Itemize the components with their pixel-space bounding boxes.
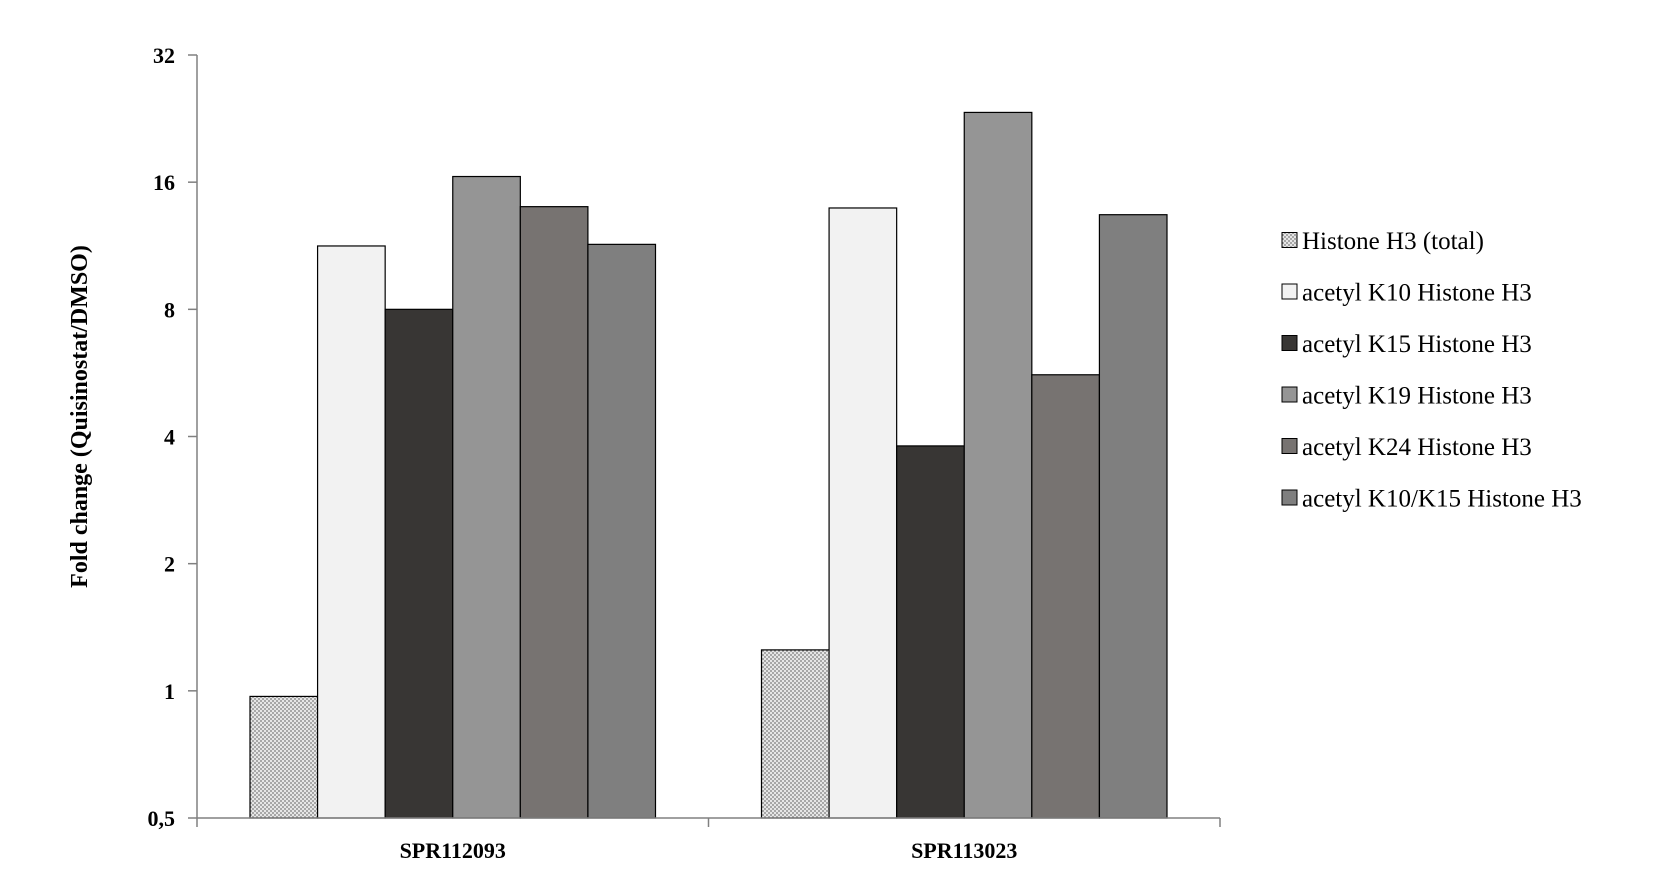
- y-tick-label: 2: [164, 552, 175, 577]
- legend-label: acetyl K24 Histone H3: [1302, 434, 1532, 461]
- axes-layer: [188, 54, 1221, 827]
- bar: [1098, 214, 1168, 819]
- legend-swatch: [1281, 232, 1298, 248]
- bar: [587, 243, 657, 819]
- bar: [452, 175, 521, 819]
- bar: [519, 206, 589, 819]
- legend: Histone H3 (total) acetyl K10 Histone H3 a…: [1281, 228, 1582, 513]
- bar: [963, 111, 1033, 819]
- y-tick-label: 1: [164, 679, 175, 704]
- bar: [384, 308, 454, 819]
- bar: [896, 445, 965, 819]
- legend-label: acetyl K10/K15 Histone H3: [1302, 486, 1582, 513]
- labels-layer: 0,5 1 2 4 8 16 32 SPR112093 SPR113023 Fold change…: [67, 43, 1017, 863]
- legend-swatch: [1281, 438, 1298, 454]
- bar: [1031, 374, 1101, 819]
- bar: [760, 649, 830, 819]
- y-tick-label: 16: [153, 170, 175, 195]
- legend-label: acetyl K15 Histone H3: [1302, 331, 1532, 358]
- bars-layer: [249, 111, 1168, 819]
- y-tick-label: 8: [164, 297, 175, 322]
- y-tick-label: 4: [164, 425, 175, 450]
- y-tick-label: 0,5: [148, 806, 176, 831]
- y-tick-label: 32: [153, 43, 175, 68]
- legend-swatch: [1281, 489, 1298, 506]
- bar: [316, 245, 386, 819]
- bar: [828, 207, 898, 819]
- y-axis-title: Fold change (Quisinostat/DMSO): [67, 245, 93, 588]
- bar: [249, 695, 319, 819]
- legend-swatch: [1281, 386, 1298, 403]
- legend-label: Histone H3 (total): [1302, 228, 1484, 255]
- legend-label: acetyl K19 Histone H3: [1302, 383, 1532, 410]
- legend-label: acetyl K10 Histone H3: [1302, 280, 1532, 307]
- legend-swatch: [1281, 335, 1298, 351]
- x-category-label: SPR112093: [400, 838, 506, 863]
- legend-swatch: [1281, 283, 1298, 300]
- x-category-label: SPR113023: [911, 838, 1017, 863]
